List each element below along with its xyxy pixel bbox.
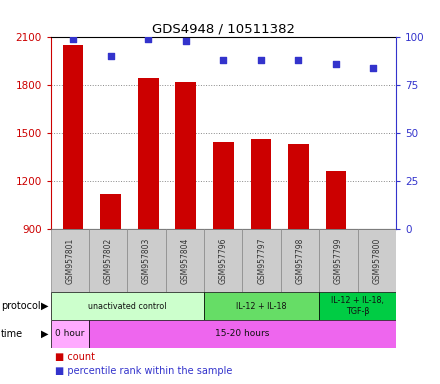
Bar [89,320,396,348]
Bar [326,171,346,229]
Point [70,36,77,42]
Bar [288,144,309,229]
Text: GSM957802: GSM957802 [104,237,113,284]
Bar [319,292,396,320]
Point [220,57,227,63]
Text: GSM957798: GSM957798 [296,237,304,284]
Bar [176,82,196,229]
Point [145,36,152,42]
Text: 0 hour: 0 hour [55,329,84,338]
Text: GSM957801: GSM957801 [65,237,74,284]
Text: unactivated control: unactivated control [88,301,167,311]
Bar [51,292,204,320]
Bar [51,320,89,348]
Text: ▶: ▶ [41,301,48,311]
Bar [250,139,271,229]
Text: ■ count: ■ count [55,352,95,362]
Title: GDS4948 / 10511382: GDS4948 / 10511382 [152,23,295,36]
Bar [319,229,358,292]
Text: GSM957803: GSM957803 [142,237,151,284]
Point [107,53,114,59]
Point [295,57,302,63]
Text: 15-20 hours: 15-20 hours [215,329,270,338]
Text: GSM957796: GSM957796 [219,237,228,284]
Text: ■ percentile rank within the sample: ■ percentile rank within the sample [55,366,232,376]
Bar [204,229,242,292]
Text: ▶: ▶ [41,329,48,339]
Text: GSM957800: GSM957800 [372,237,381,284]
Bar [213,142,234,229]
Bar [51,229,89,292]
Text: time: time [1,329,23,339]
Text: IL-12 + IL-18,
TGF-β: IL-12 + IL-18, TGF-β [331,296,384,316]
Bar [242,229,281,292]
Bar [358,229,396,292]
Text: protocol: protocol [1,301,40,311]
Bar [138,78,158,229]
Bar [281,229,319,292]
Point [370,65,377,71]
Text: GSM957804: GSM957804 [180,237,190,284]
Bar [100,194,121,229]
Point [182,38,189,44]
Bar [89,229,127,292]
Text: GSM957799: GSM957799 [334,237,343,284]
Text: IL-12 + IL-18: IL-12 + IL-18 [236,301,287,311]
Point [332,61,339,67]
Bar [204,292,319,320]
Point [257,57,264,63]
Bar [127,229,166,292]
Text: GSM957797: GSM957797 [257,237,266,284]
Bar [63,45,84,229]
Bar [166,229,204,292]
